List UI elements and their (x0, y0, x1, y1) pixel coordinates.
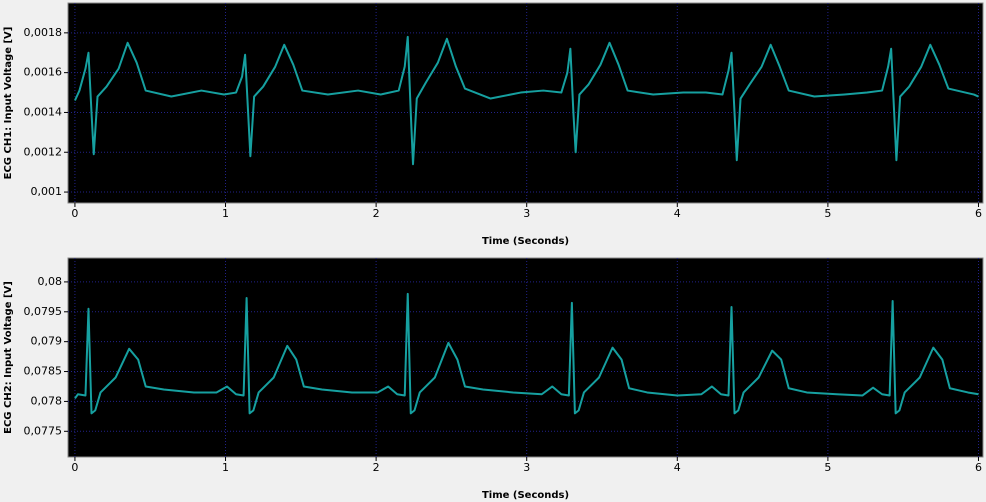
y-tick-label: 0,0785 (24, 365, 63, 378)
y-tick-label: 0,0016 (24, 66, 63, 79)
y-axis-title: ECG CH2: Input Voltage [V] (3, 281, 14, 434)
x-tick-label: 0 (71, 461, 78, 474)
y-tick-label: 0,0012 (24, 145, 63, 158)
x-tick-label: 0 (71, 207, 78, 220)
x-tick-label: 4 (674, 207, 681, 220)
x-tick-label: 2 (373, 461, 380, 474)
y-axis-title: ECG CH1: Input Voltage [V] (3, 27, 14, 180)
plot-area (67, 2, 984, 204)
x-tick-label: 5 (824, 207, 831, 220)
x-tick-label: 2 (373, 207, 380, 220)
plot-area (67, 257, 984, 458)
y-tick-label: 0,0775 (24, 424, 63, 437)
y-tick-label: 0,0795 (24, 305, 63, 318)
x-tick-label: 6 (975, 207, 982, 220)
signal-line (74, 35, 979, 166)
x-tick-label: 5 (824, 461, 831, 474)
x-tick-label: 6 (975, 461, 982, 474)
x-tick-label: 4 (674, 461, 681, 474)
x-tick-label: 1 (222, 207, 229, 220)
x-tick-label: 3 (523, 207, 530, 220)
signal-line (74, 292, 979, 415)
x-axis-title: Time (Seconds) (482, 236, 569, 247)
y-tick-label: 0,0014 (24, 105, 63, 118)
x-axis-title: Time (Seconds) (482, 490, 569, 501)
y-tick-label: 0,078 (31, 394, 63, 407)
x-tick-label: 1 (222, 461, 229, 474)
y-tick-label: 0,0018 (24, 26, 63, 39)
y-tick-label: 0,08 (38, 275, 63, 288)
y-tick-label: 0,001 (31, 185, 63, 198)
x-tick-label: 3 (523, 461, 530, 474)
y-tick-label: 0,079 (31, 335, 63, 348)
